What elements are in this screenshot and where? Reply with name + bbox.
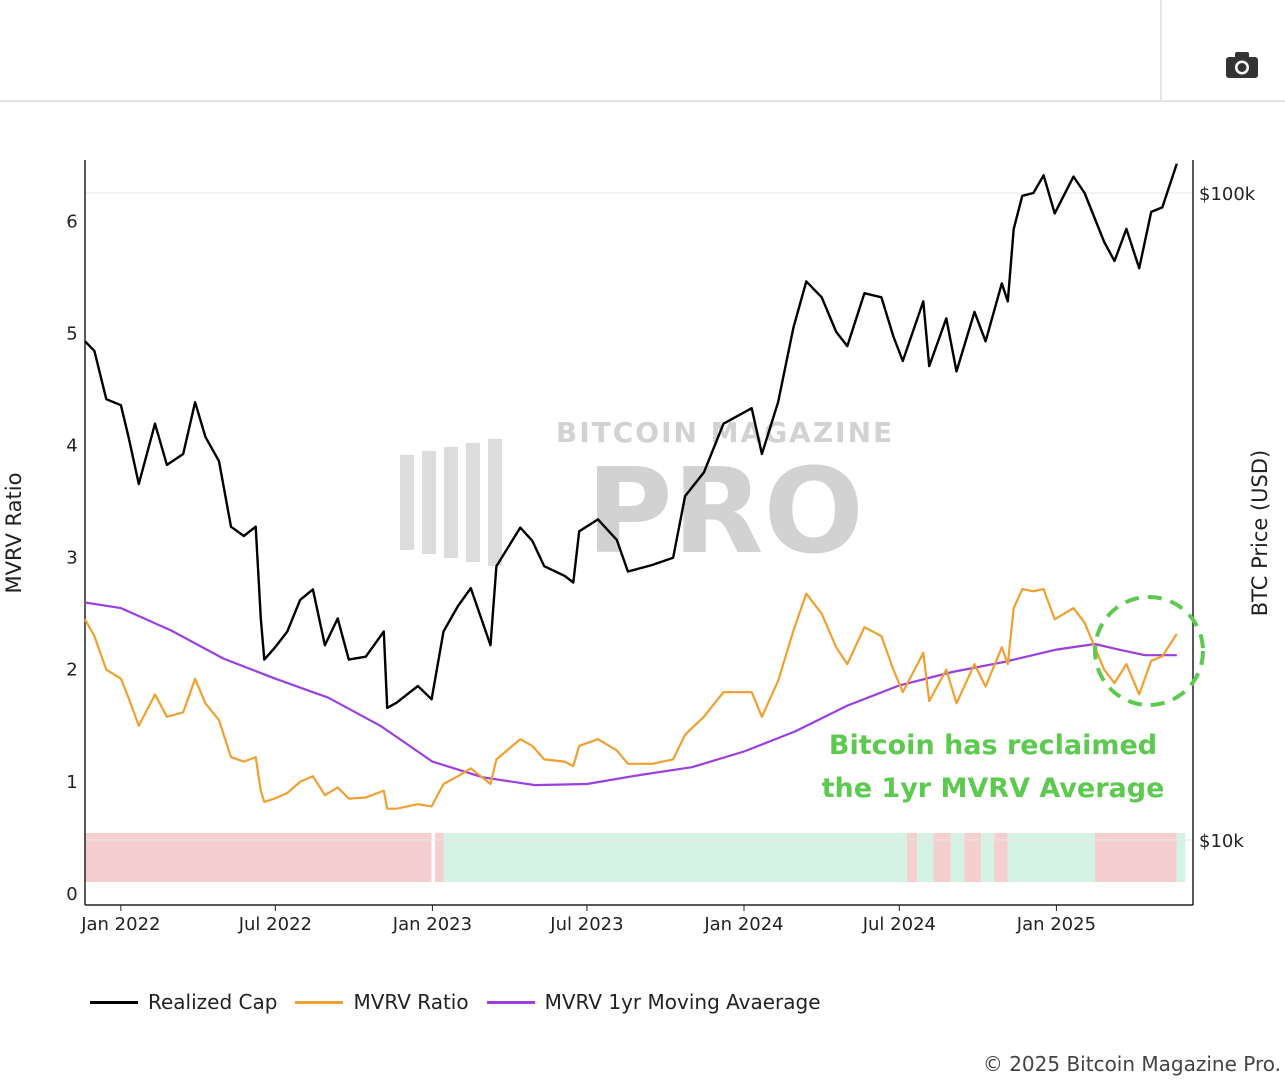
copyright: © 2025 Bitcoin Magazine Pro. [982, 1052, 1281, 1076]
y-right-tick-label: $10k [1199, 831, 1244, 852]
regime-band [1176, 833, 1186, 882]
watermark-bar [488, 439, 502, 566]
gridlines [85, 192, 1193, 841]
legend-swatch [90, 1000, 138, 1004]
series-realized-cap [84, 163, 1178, 710]
regime-band [917, 833, 934, 882]
x-tick-label: Jan 2025 [1016, 914, 1096, 935]
highlight-circle [1093, 595, 1205, 707]
y-right-tick-label: $100k [1199, 184, 1256, 205]
regime-band [1007, 833, 1095, 882]
regime-band [950, 833, 965, 882]
series-mvrv-1yr-moving-avaerage [84, 601, 1177, 787]
y-left-tick-label: 1 [66, 772, 77, 793]
watermark-line1: BITCOIN MAGAZINE [556, 416, 894, 449]
regime-band [431, 833, 435, 882]
regime-band [458, 833, 908, 882]
y-left-tick-label: 6 [66, 212, 77, 233]
legend: Realized Cap MVRV Ratio MVRV 1yr Moving … [90, 990, 839, 1014]
regime-band [434, 833, 444, 882]
annotation-text: the 1yr MVRV Average [822, 773, 1165, 804]
axes: 0 1 2 3 4 5 6 $10k $100k Jan 2022 Jul 2022 Jan 2023… [2, 160, 1272, 935]
regime-band [85, 833, 432, 882]
y-left-title: MVRV Ratio [2, 473, 26, 594]
watermark-bar [400, 455, 414, 550]
legend-swatch [486, 1000, 535, 1004]
legend-label: MVRV 1yr Moving Avaerage [544, 990, 821, 1014]
x-tick-label: Jan 2022 [80, 914, 160, 935]
y-left-tick-label: 4 [66, 436, 77, 457]
camera-button[interactable] [1212, 40, 1272, 90]
watermark-bar [422, 451, 436, 554]
x-tick-label: Jan 2024 [703, 914, 783, 935]
legend-swatch [295, 1000, 344, 1004]
toolbar [0, 0, 1285, 102]
watermark-bar [444, 447, 458, 558]
regime-band [964, 833, 982, 882]
y-left-tick-label: 2 [66, 660, 77, 681]
regime-band [981, 833, 995, 882]
legend-item-mvrv-moving-average[interactable]: MVRV 1yr Moving Avaerage [486, 990, 821, 1014]
x-tick-label: Jan 2023 [392, 914, 472, 935]
y-left-tick-label: 0 [66, 884, 77, 905]
y-right-title: BTC Price (USD) [1248, 450, 1272, 617]
regime-bands [85, 833, 1186, 882]
legend-label: MVRV Ratio [353, 990, 469, 1014]
x-tick-label: Jul 2024 [862, 914, 936, 935]
legend-label: Realized Cap [148, 990, 278, 1014]
series-mvrv-ratio [84, 587, 1178, 810]
annotation: Bitcoin has reclaimed the 1yr MVRV Averag… [822, 595, 1205, 804]
x-tick-label: Jul 2023 [549, 914, 623, 935]
series-lines [84, 163, 1178, 810]
regime-band [933, 833, 951, 882]
y-left-tick-label: 3 [66, 548, 77, 569]
regime-band [994, 833, 1008, 882]
x-tick-label: Jul 2022 [238, 914, 312, 935]
legend-item-realized-cap[interactable]: Realized Cap [90, 990, 277, 1014]
watermark-line2: PRO [586, 442, 864, 580]
watermark-bar [466, 443, 480, 562]
y-left-tick-label: 5 [66, 324, 77, 345]
regime-band [443, 833, 459, 882]
annotation-text: Bitcoin has reclaimed [829, 730, 1157, 761]
legend-item-mvrv-ratio[interactable]: MVRV Ratio [295, 990, 469, 1014]
regime-band [1094, 833, 1177, 882]
toolbar-divider [1160, 0, 1162, 100]
regime-band [907, 833, 918, 882]
camera-icon [1226, 52, 1258, 78]
